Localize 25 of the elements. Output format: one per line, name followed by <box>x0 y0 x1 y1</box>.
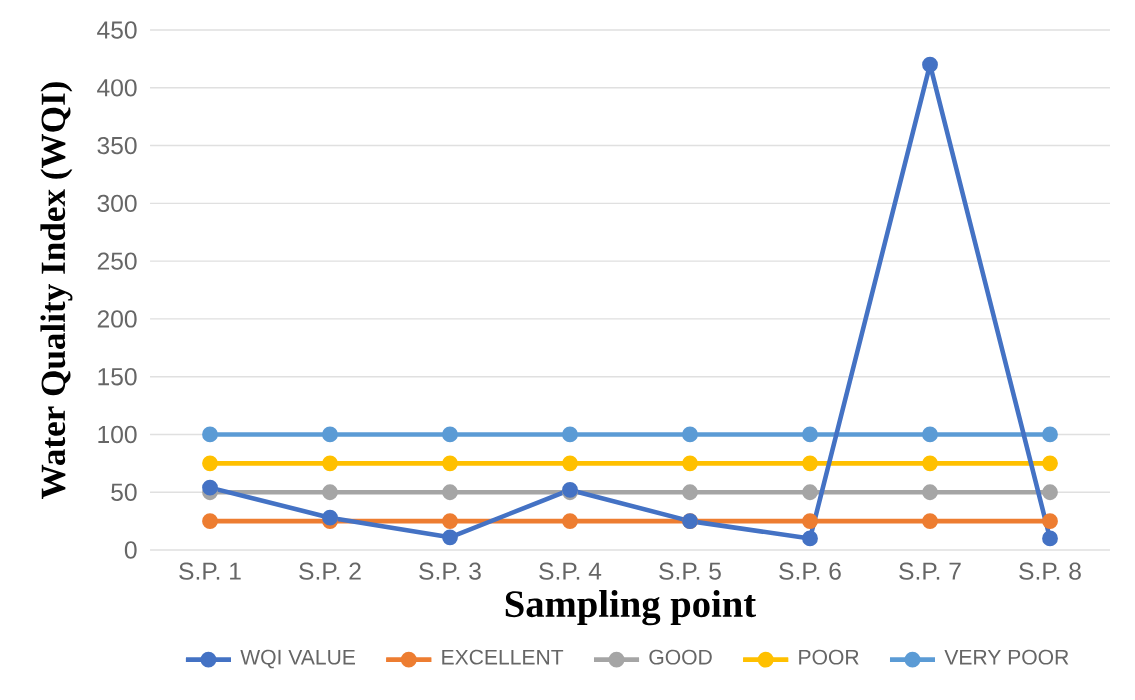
y-tick-label: 350 <box>97 136 137 155</box>
y-tick-label: 100 <box>98 425 137 444</box>
x-tick-label: S.P. 5 <box>659 562 721 580</box>
x-axis-title: Sampling point <box>505 589 756 626</box>
y-tick-label: 450 <box>97 21 137 39</box>
x-tick-label: S.P. 4 <box>539 562 602 580</box>
y-tick-label: 250 <box>97 252 137 270</box>
legend-label: POOR <box>799 649 859 665</box>
y-tick-label: 400 <box>97 79 137 97</box>
x-tick-label: S.P. 6 <box>779 562 841 580</box>
legend-label: EXCELLENT <box>442 649 564 665</box>
x-tick-label: S.P. 1 <box>179 562 241 580</box>
x-tick-label: S.P. 8 <box>1019 562 1081 580</box>
y-tick-label: 200 <box>97 310 137 328</box>
x-tick-label: S.P. 2 <box>299 562 361 580</box>
y-tick-label: 0 <box>124 541 137 559</box>
y-tick-label: 50 <box>111 483 137 501</box>
y-tick-label: 300 <box>97 194 137 213</box>
legend-label: WQI VALUE <box>240 649 355 669</box>
y-axis-title: Water Quality Index (WQI) <box>40 82 73 499</box>
legend-label: VERY POOR <box>944 649 1069 665</box>
x-tick-label: S.P. 3 <box>419 562 481 580</box>
y-tick-label: 150 <box>98 368 137 386</box>
x-tick-label: S.P. 7 <box>899 562 961 580</box>
legend-label: GOOD <box>649 649 712 665</box>
